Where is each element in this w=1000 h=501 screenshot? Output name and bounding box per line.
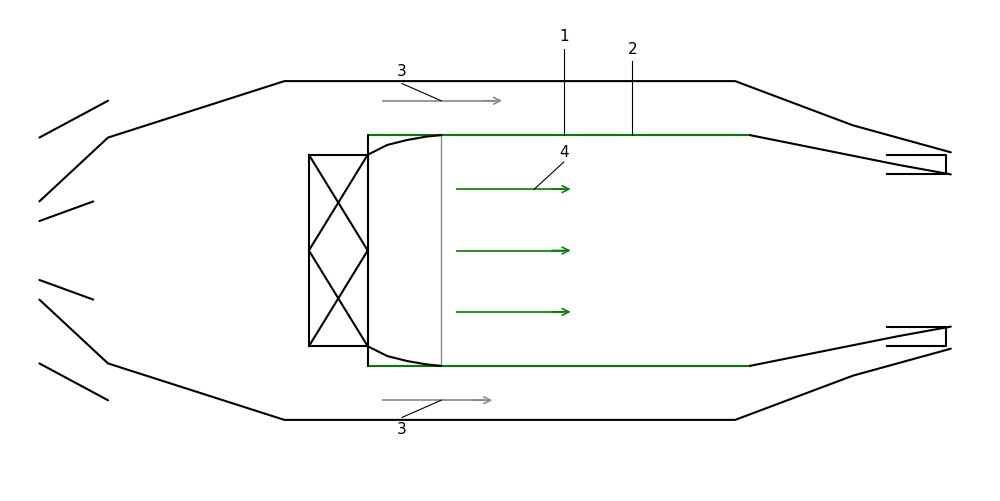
Text: 1: 1 [559,30,569,45]
Text: 2: 2 [627,42,637,57]
Text: 3: 3 [397,64,407,79]
Text: 3: 3 [397,422,407,437]
Text: 4: 4 [559,145,569,160]
